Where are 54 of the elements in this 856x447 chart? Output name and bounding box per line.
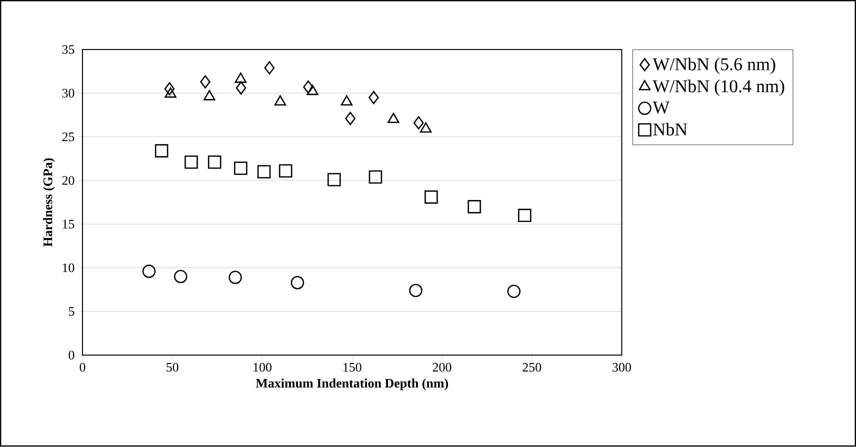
x-tick-label: 0 — [80, 363, 86, 372]
point — [368, 170, 382, 184]
point — [306, 85, 318, 96]
point — [257, 165, 271, 179]
y-axis-title: Hardness (GPa) — [43, 158, 55, 247]
x-tick-label: 250 — [522, 363, 542, 372]
x-tick-label: 50 — [166, 363, 178, 372]
point — [345, 112, 356, 126]
point — [274, 95, 286, 106]
point — [409, 284, 422, 298]
point — [264, 61, 275, 75]
legend-label: W/NbN (5.6 nm) — [652, 58, 776, 74]
point — [164, 82, 175, 96]
point — [174, 270, 188, 284]
y-tick-label: 5 — [68, 307, 74, 316]
point — [340, 95, 353, 106]
point — [228, 270, 242, 284]
x-tick-label: 200 — [432, 363, 452, 372]
point — [424, 190, 438, 204]
point — [204, 90, 216, 101]
point — [234, 162, 248, 176]
y-tick-label: 25 — [62, 132, 74, 142]
point — [420, 122, 432, 133]
point — [184, 156, 198, 170]
legend-label: W — [652, 102, 670, 114]
x-tick-label: 150 — [344, 363, 362, 372]
point — [327, 173, 341, 186]
point — [468, 200, 481, 214]
y-tick-label: 15 — [62, 220, 74, 229]
x-tick-label: 100 — [254, 363, 272, 372]
x-axis-title: Maximum Indentation Depth (nm) — [256, 378, 448, 390]
y-tick-label: 30 — [62, 89, 74, 98]
legend-label: W/NbN (10.4 nm) — [652, 80, 784, 96]
y-tick-label: 20 — [62, 176, 74, 186]
point — [234, 72, 247, 84]
y-tick-label: 10 — [62, 264, 74, 272]
point — [303, 80, 314, 94]
point — [368, 91, 379, 104]
point — [413, 116, 424, 130]
point — [154, 144, 168, 158]
x-tick-label: 300 — [612, 363, 631, 372]
point — [518, 208, 532, 222]
point — [278, 164, 292, 178]
point — [388, 112, 400, 124]
point — [142, 264, 156, 278]
legend-label: NbN — [653, 123, 688, 136]
point — [236, 82, 246, 95]
point — [208, 156, 222, 170]
point — [507, 284, 521, 298]
point — [200, 75, 210, 89]
point — [164, 88, 176, 98]
y-tick-label: 35 — [62, 45, 74, 54]
y-tick-label: 0 — [68, 350, 74, 360]
point — [290, 276, 304, 290]
